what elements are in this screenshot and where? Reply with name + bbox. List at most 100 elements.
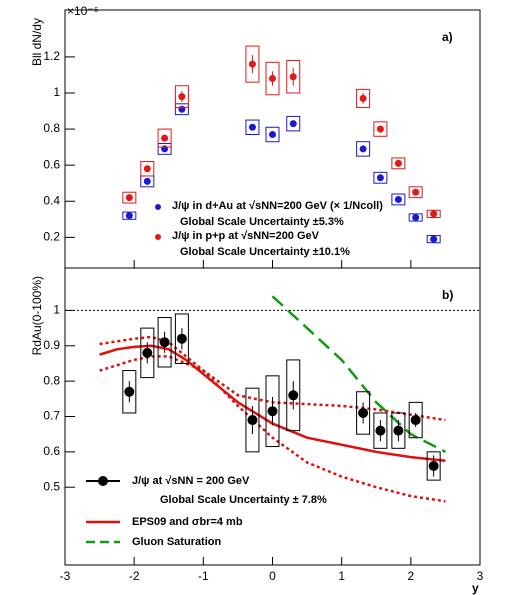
sys-box — [286, 115, 301, 132]
data-point — [269, 75, 276, 83]
sys-box — [356, 88, 371, 108]
x-tick-label: 0 — [269, 569, 276, 583]
data-point — [269, 130, 276, 138]
curve — [271, 295, 446, 453]
y-tick-label: 1.2 — [43, 49, 60, 63]
y-axis-title: RdAu(0-100%) — [30, 276, 44, 355]
sys-box — [157, 128, 172, 148]
data-point — [125, 194, 133, 202]
legend-label: J/ψ at √sNN = 200 GeV — [132, 475, 250, 487]
y-exponent: ×10⁻⁶ — [67, 4, 99, 18]
y-tick-label: 0.4 — [43, 193, 60, 207]
sys-box — [426, 451, 441, 481]
y-tick-label: 0.6 — [43, 157, 60, 171]
legend-marker — [155, 234, 161, 240]
data-point — [410, 415, 421, 426]
data-point — [412, 188, 420, 196]
sys-box — [265, 126, 280, 143]
y-tick-label: 0.8 — [43, 121, 60, 135]
y-tick-label: 0.2 — [43, 230, 60, 244]
data-point — [289, 120, 297, 128]
sys-box — [373, 121, 388, 137]
sys-box — [245, 119, 260, 135]
data-point — [248, 60, 256, 68]
data-point — [376, 125, 384, 133]
sys-box — [174, 85, 189, 108]
data-point — [143, 165, 151, 173]
sys-box — [174, 103, 189, 116]
data-point — [142, 347, 153, 358]
sys-box — [265, 375, 280, 448]
data-point — [247, 415, 258, 426]
data-point — [393, 425, 404, 436]
sys-box — [122, 370, 137, 414]
data-point — [289, 73, 297, 81]
y-tick-label: 0.9 — [43, 338, 60, 352]
data-point — [124, 386, 135, 397]
data-point — [248, 123, 256, 131]
sys-box — [408, 401, 423, 439]
sys-box — [157, 317, 172, 368]
data-point — [178, 93, 186, 101]
data-point — [430, 210, 438, 218]
data-point — [375, 425, 386, 436]
legend-note: Global Scale Uncertainty ±5.3% — [180, 216, 344, 228]
sys-box — [356, 391, 371, 435]
y-tick-label: 1 — [53, 85, 60, 99]
sys-box — [426, 235, 441, 244]
data-point — [359, 145, 367, 153]
sys-box — [140, 327, 155, 379]
panel-label: b) — [442, 288, 453, 302]
data-point — [267, 406, 278, 417]
data-point — [394, 195, 402, 203]
y-tick-label: 0.6 — [43, 444, 60, 458]
legend-marker — [98, 476, 108, 486]
x-tick-label: -2 — [129, 569, 140, 583]
sys-box — [408, 186, 423, 199]
data-point — [161, 134, 169, 142]
y-tick-label: 0.8 — [43, 373, 60, 387]
sys-box — [391, 412, 406, 449]
y-axis-title: Bll dN/dy — [30, 18, 44, 66]
legend-marker — [155, 204, 161, 210]
data-point — [178, 105, 186, 113]
sys-box — [157, 143, 172, 155]
legend-label: J/ψ in p+p at √sNN=200 GeV — [172, 230, 320, 242]
data-point — [430, 235, 438, 243]
x-tick-label: 1 — [338, 569, 345, 583]
legend-note: Global Scale Uncertainty ± 7.8% — [160, 494, 327, 506]
data-point — [125, 212, 133, 220]
legend-label: EPS09 and σbr=4 mb — [132, 516, 243, 528]
data-point — [143, 177, 151, 185]
sys-box — [174, 313, 189, 364]
y-tick-label: 1 — [53, 303, 60, 317]
sys-box — [265, 61, 280, 96]
sys-box — [356, 141, 371, 157]
sys-box — [426, 209, 441, 218]
x-tick-label: -3 — [60, 569, 71, 583]
x-axis-title: y — [472, 581, 479, 595]
sys-box — [286, 60, 301, 94]
legend-label: J/ψ in d+Au at √sNN=200 GeV (× 1/Ncoll) — [172, 200, 383, 212]
sys-box — [408, 213, 423, 222]
y-tick-label: 0.7 — [43, 409, 60, 423]
x-tick-label: 3 — [477, 569, 484, 583]
data-point — [288, 390, 299, 401]
data-point — [359, 94, 367, 102]
data-point — [161, 145, 169, 153]
data-point — [176, 333, 187, 344]
panel-label: a) — [442, 30, 453, 44]
x-tick-label: 2 — [407, 569, 414, 583]
x-tick-label: -1 — [198, 569, 209, 583]
sys-box — [373, 171, 388, 184]
sys-box — [122, 211, 137, 220]
sys-box — [245, 387, 260, 453]
data-point — [159, 337, 170, 348]
y-tick-label: 0.5 — [43, 479, 60, 493]
band-upper — [99, 335, 446, 422]
data-point — [358, 407, 369, 418]
sys-box — [122, 191, 137, 204]
data-point — [376, 174, 384, 182]
